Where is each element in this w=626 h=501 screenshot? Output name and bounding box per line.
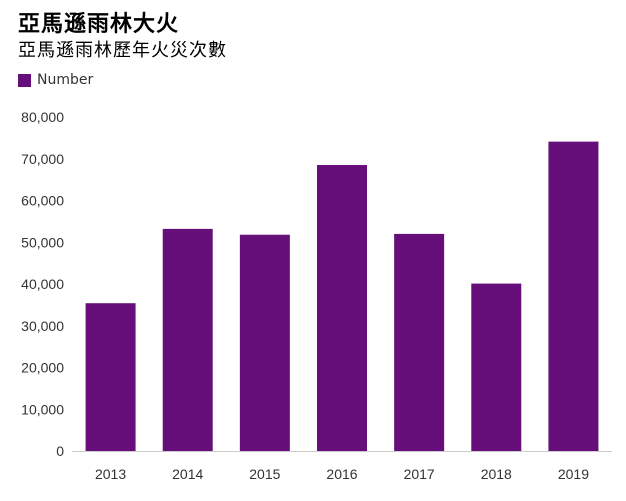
bar-2019: [548, 141, 599, 451]
legend: Number: [18, 72, 93, 88]
bars: [85, 141, 599, 451]
bar-2016: [317, 165, 367, 451]
x-tick-label: 2015: [249, 466, 280, 482]
chart-subtitle: 亞馬遜雨林歷年火災次數: [18, 40, 227, 61]
y-tick-label: 60,000: [21, 193, 64, 209]
x-tick-label: 2017: [404, 466, 435, 482]
y-tick-label: 30,000: [21, 318, 64, 334]
y-tick-label: 70,000: [21, 151, 64, 167]
x-tick-label: 2016: [326, 466, 357, 482]
bar-2013: [85, 303, 136, 451]
y-tick-label: 50,000: [21, 234, 64, 250]
y-tick-label: 20,000: [21, 360, 64, 376]
legend-swatch: [18, 73, 31, 87]
y-tick-label: 80,000: [21, 109, 64, 125]
bar-2014: [162, 228, 213, 451]
x-tick-label: 2013: [95, 466, 126, 482]
x-tick-label: 2018: [481, 466, 512, 482]
bar-2015: [239, 234, 290, 451]
legend-label: Number: [37, 72, 94, 88]
y-tick-label: 40,000: [21, 276, 64, 292]
x-axis: 2013 2014 2015 2016 2017 2018 2019: [72, 451, 612, 482]
x-tick-label: 2019: [558, 466, 589, 482]
bar-2017: [394, 233, 445, 451]
y-axis: 0 10,000 20,000 30,000 40,000 50,000 60,000 70,…: [21, 109, 64, 459]
chart-title: 亞馬遜雨林大火: [18, 12, 180, 37]
y-tick-label: 0: [56, 443, 64, 459]
bar-2018: [471, 283, 522, 451]
y-tick-label: 10,000: [21, 401, 64, 417]
x-tick-label: 2014: [172, 466, 203, 482]
